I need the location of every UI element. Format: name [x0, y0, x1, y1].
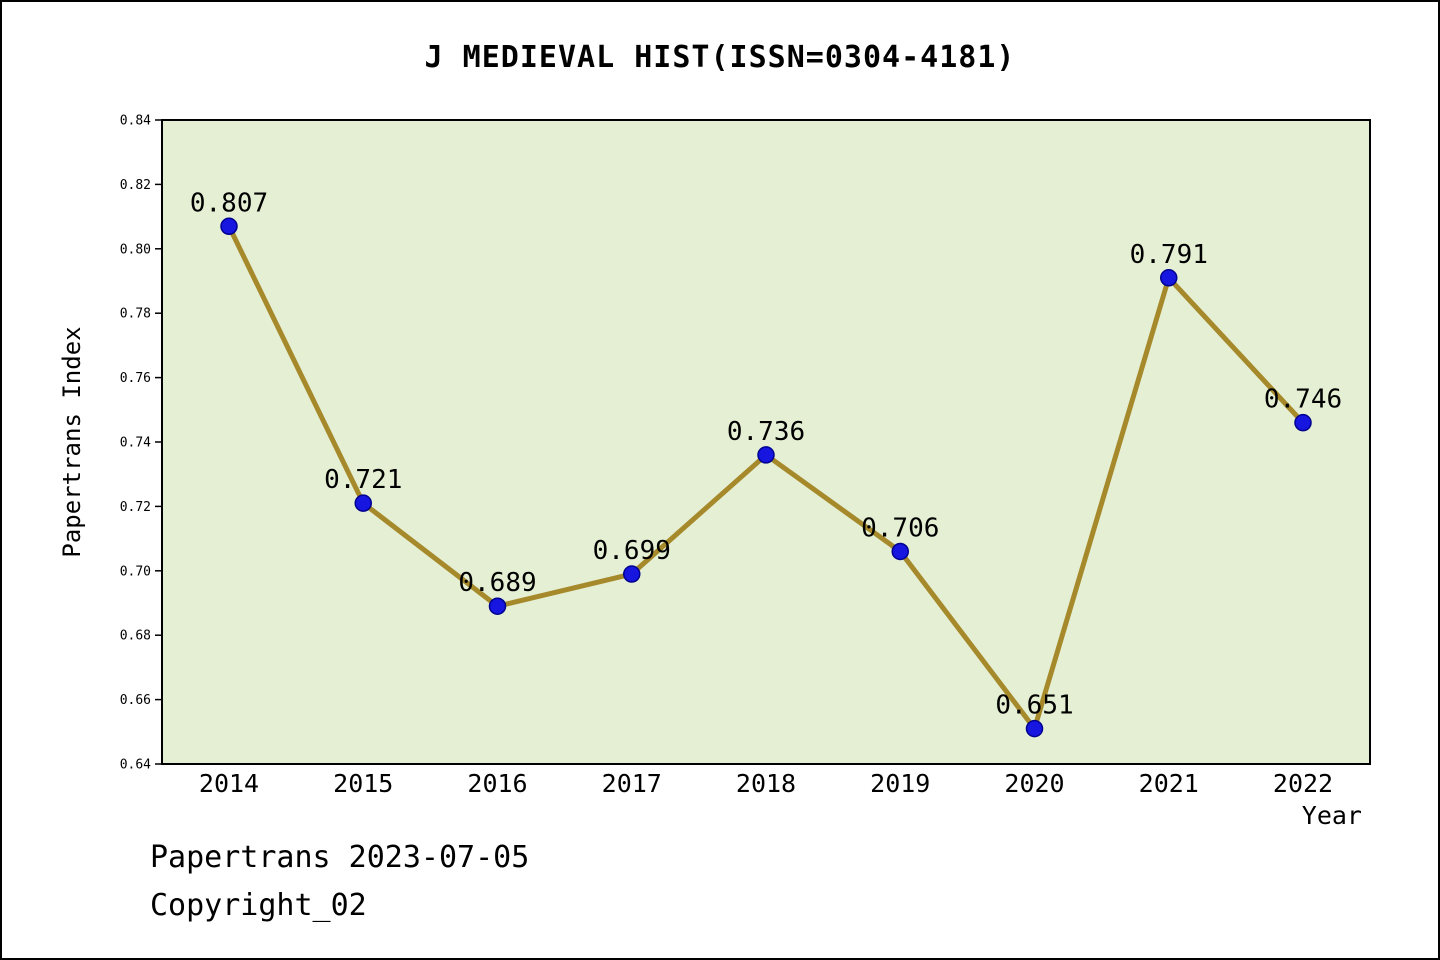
y-tick-label: 0.66: [120, 693, 151, 708]
data-point-label: 0.791: [1130, 240, 1208, 270]
data-point: [354, 494, 372, 512]
x-axis-label: Year: [1302, 801, 1362, 830]
y-tick-label: 0.64: [120, 758, 151, 773]
chart-title: J MEDIEVAL HIST(ISSN=0304-4181): [424, 40, 1016, 75]
data-point-label: 0.699: [593, 536, 671, 566]
x-tick-label: 2020: [1004, 769, 1064, 798]
x-tick-label: 2022: [1273, 769, 1333, 798]
y-tick-label: 0.76: [120, 371, 151, 386]
data-point-label: 0.807: [190, 188, 268, 218]
data-point: [757, 446, 775, 464]
data-point: [623, 565, 641, 583]
x-tick-label: 2021: [1139, 769, 1199, 798]
y-axis-label: Papertrans Index: [58, 326, 86, 557]
data-point: [1294, 413, 1312, 432]
x-tick-label: 2015: [333, 769, 393, 798]
data-point: [1025, 719, 1044, 738]
y-tick-label: 0.80: [120, 242, 151, 257]
y-tick-label: 0.84: [120, 114, 151, 129]
data-point-label: 0.736: [727, 417, 805, 447]
data-point-label: 0.651: [995, 691, 1073, 721]
y-tick-label: 0.74: [120, 436, 151, 451]
footer-date: Papertrans 2023-07-05: [150, 840, 530, 875]
data-point: [488, 597, 507, 615]
plot-area: [161, 119, 1371, 765]
footer-copyright: Copyright_02: [150, 888, 367, 923]
data-point: [1160, 269, 1178, 287]
x-tick-label: 2019: [870, 769, 930, 798]
data-point-label: 0.746: [1264, 385, 1342, 415]
x-tick-label: 2017: [602, 769, 662, 798]
y-tick-label: 0.72: [120, 500, 151, 515]
y-tick-label: 0.68: [120, 629, 151, 644]
x-tick-label: 2018: [736, 769, 796, 798]
data-point-label: 0.689: [458, 568, 536, 598]
data-point-label: 0.721: [324, 465, 402, 495]
data-point-label: 0.706: [861, 513, 939, 543]
y-tick-label: 0.70: [120, 564, 151, 579]
x-tick-label: 2014: [199, 769, 259, 798]
y-tick-label: 0.78: [120, 307, 151, 322]
y-tick-label: 0.82: [120, 178, 151, 193]
data-point: [220, 217, 238, 236]
data-point: [891, 542, 909, 561]
x-tick-label: 2016: [467, 769, 527, 798]
